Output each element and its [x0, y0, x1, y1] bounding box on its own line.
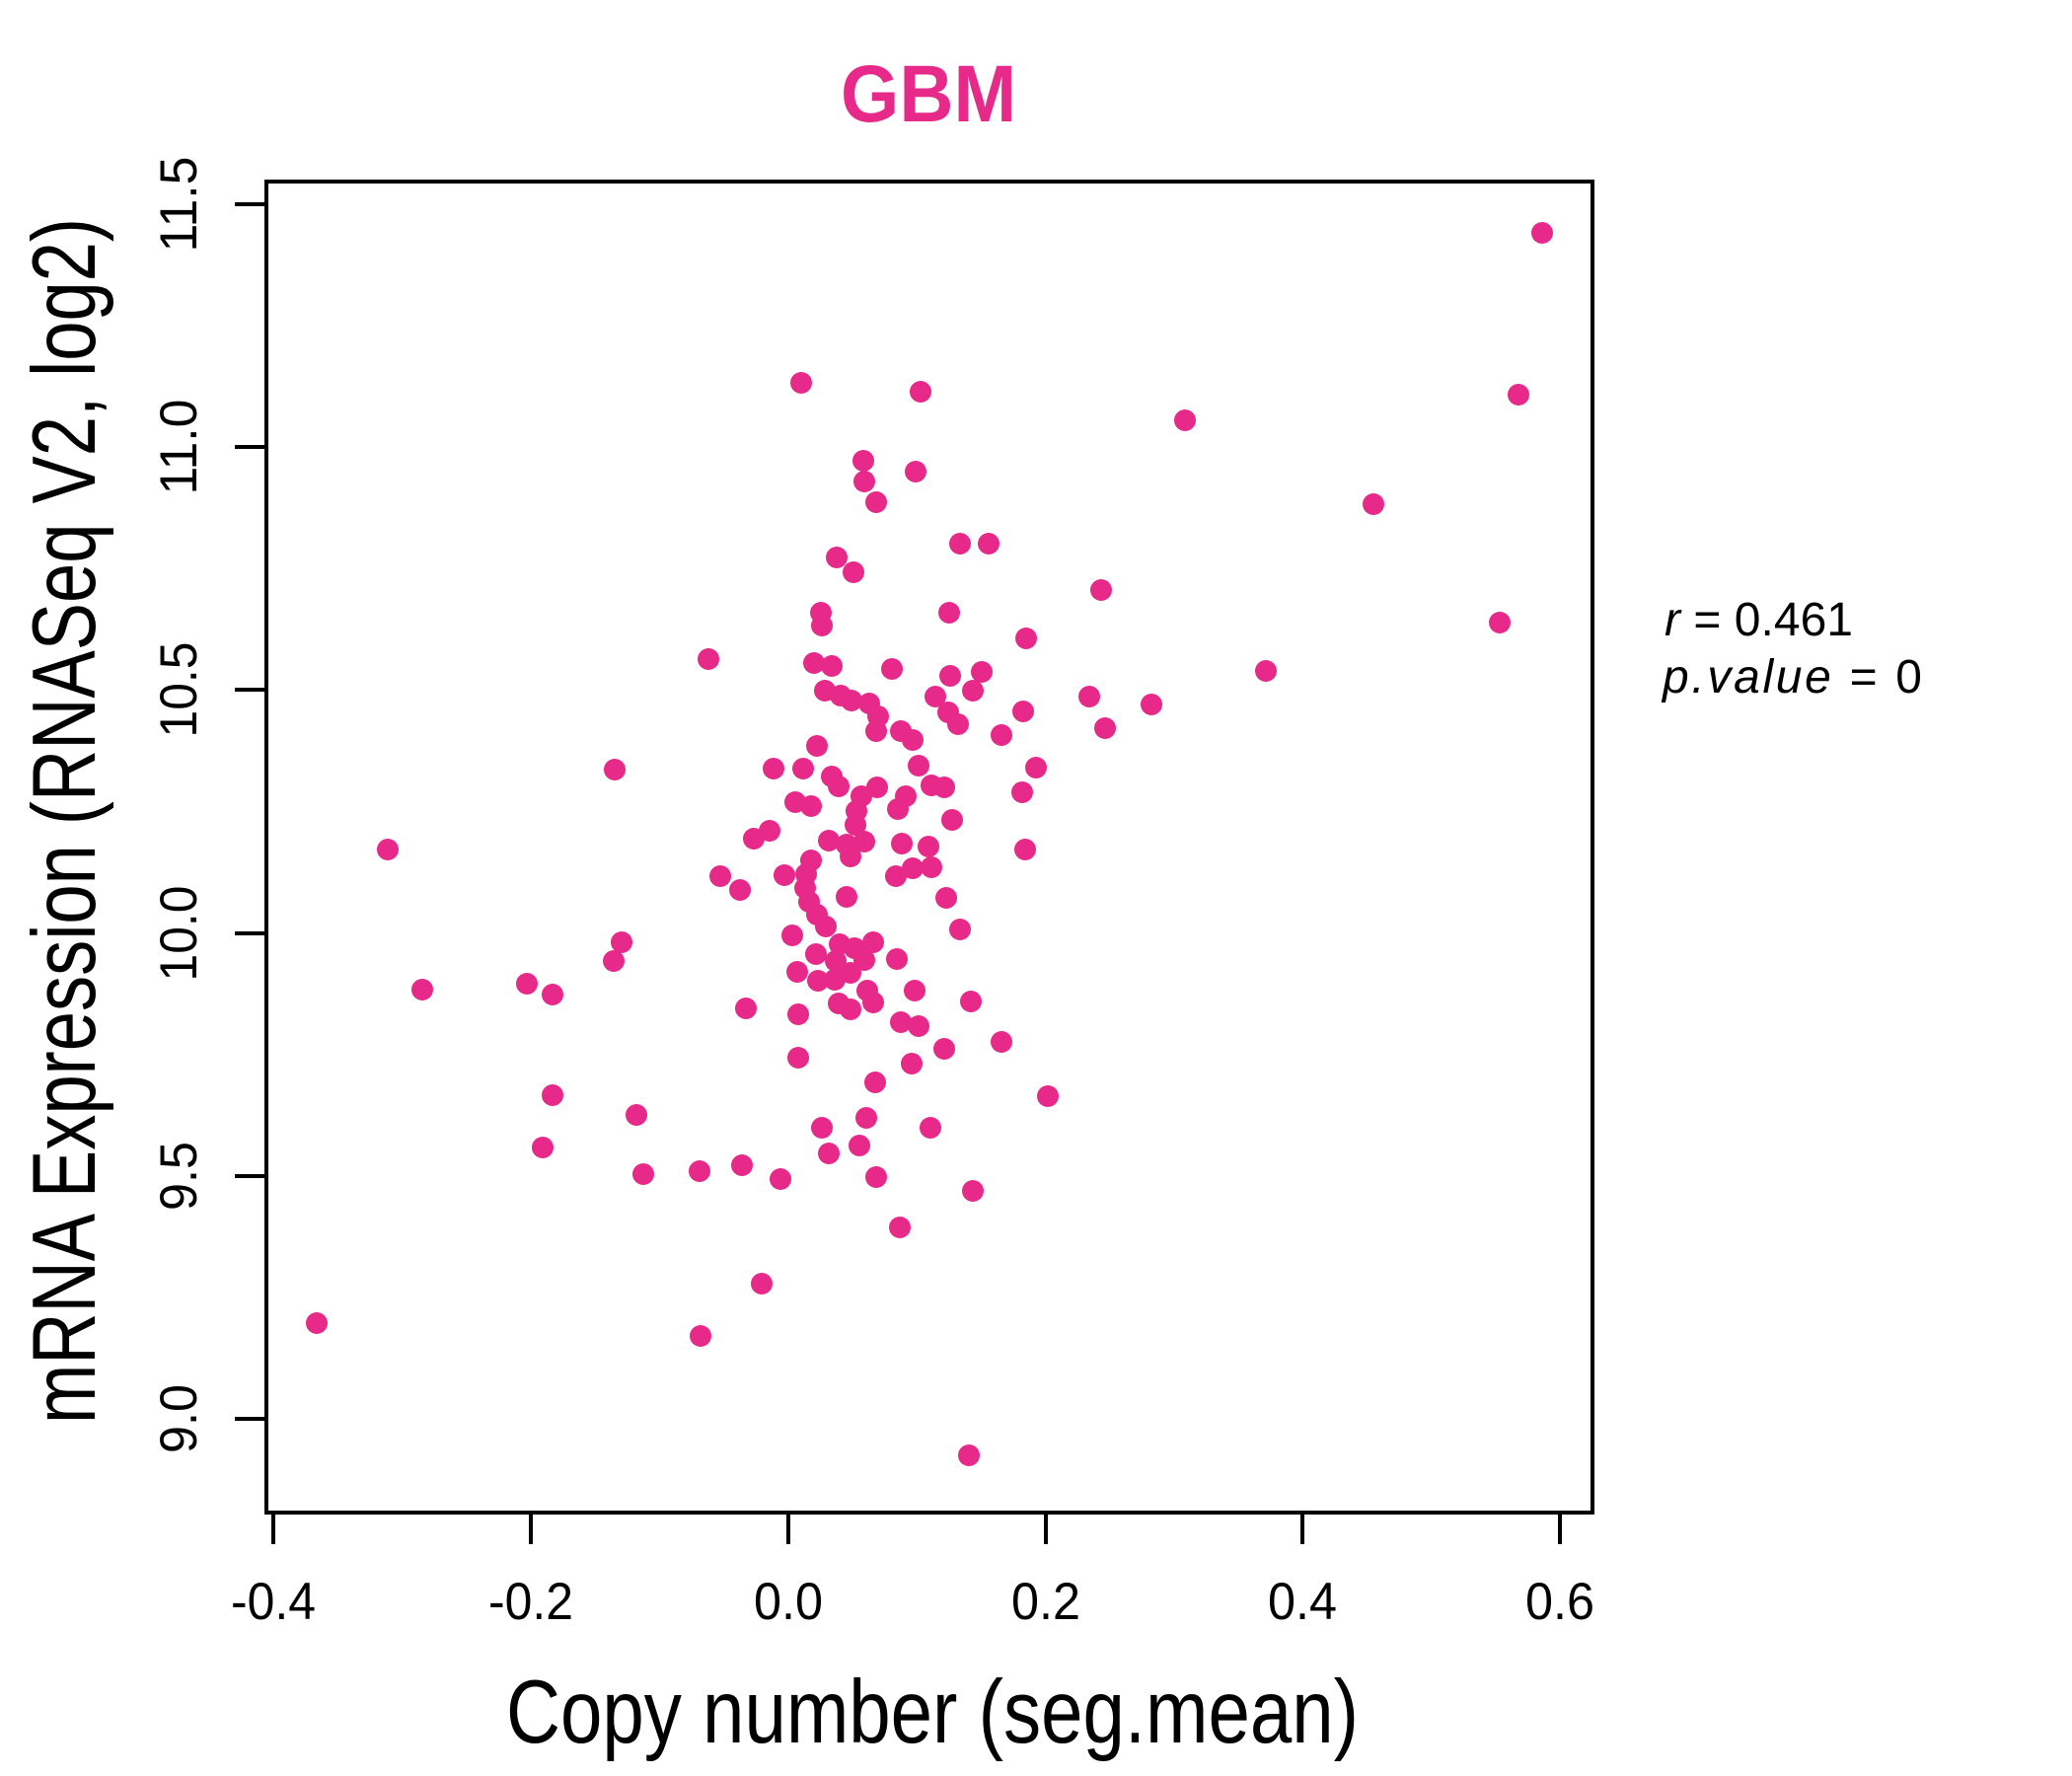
- svg-text:9.5: 9.5: [150, 1142, 208, 1211]
- svg-text:10.0: 10.0: [150, 886, 208, 982]
- svg-text:0.4: 0.4: [1268, 1573, 1337, 1631]
- svg-text:11.0: 11.0: [150, 400, 208, 495]
- svg-text:mRNA Expression (RNASeq V2, lo: mRNA Expression (RNASeq V2, log2): [15, 218, 114, 1424]
- svg-text:9.0: 9.0: [150, 1384, 208, 1453]
- svg-text:11.5: 11.5: [150, 157, 208, 253]
- svg-text:0.6: 0.6: [1525, 1573, 1594, 1631]
- svg-text:10.5: 10.5: [150, 642, 208, 738]
- svg-text:p.value = 0: p.value = 0: [1661, 651, 1922, 703]
- svg-text:0.2: 0.2: [1011, 1573, 1080, 1631]
- svg-text:Copy number (seg.mean): Copy number (seg.mean): [506, 1663, 1359, 1762]
- svg-text:0.0: 0.0: [754, 1573, 823, 1631]
- svg-text:r = 0.461: r = 0.461: [1665, 594, 1853, 646]
- svg-text:-0.4: -0.4: [231, 1573, 316, 1631]
- svg-text:GBM: GBM: [841, 49, 1016, 139]
- svg-text:-0.2: -0.2: [488, 1573, 573, 1631]
